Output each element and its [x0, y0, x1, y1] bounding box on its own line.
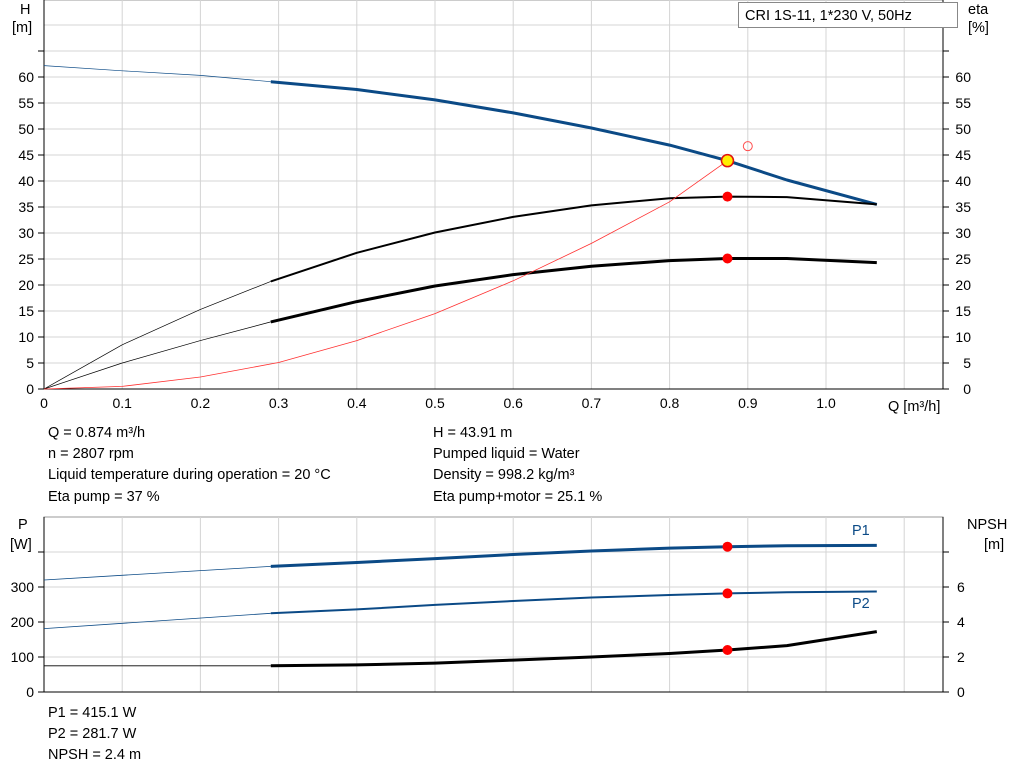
eta-tick-label: 35 — [955, 199, 971, 215]
eta-pump-curve — [270, 195, 877, 283]
npsh-axis-unit: [m] — [984, 537, 1005, 553]
q-tick-label: 0.1 — [112, 395, 132, 411]
eta-tick-label: 30 — [955, 225, 971, 241]
readout-temp: Liquid temperature during operation = 20… — [48, 467, 331, 483]
eta-pump-curve-thin — [43, 281, 271, 390]
h-tick-label: 10 — [18, 329, 34, 345]
q-tick-label: 0.6 — [503, 395, 523, 411]
eta-tick-label: 5 — [963, 355, 971, 371]
eta-tick-label: 15 — [955, 303, 971, 319]
h-tick-label: 0 — [26, 381, 34, 397]
eta-tick-label: 25 — [955, 251, 971, 267]
p-tick-label: 200 — [11, 614, 35, 630]
p1-series-label: P1 — [852, 523, 870, 539]
npsh-curve — [270, 630, 878, 668]
eta-tick-label: 50 — [955, 121, 971, 137]
p-axis-unit: [W] — [10, 537, 32, 553]
readout-p1: P1 = 415.1 W — [48, 705, 137, 721]
npsh-tick-label: 6 — [957, 579, 965, 595]
setpoint-marker — [742, 141, 753, 152]
h-tick-label: 30 — [18, 225, 34, 241]
readout-density: Density = 998.2 kg/m³ — [433, 467, 575, 483]
p-tick-label: 100 — [11, 649, 35, 665]
npsh-tick-label: 2 — [957, 649, 965, 665]
h-tick-label: 25 — [18, 251, 34, 267]
h-tick-label: 45 — [18, 147, 34, 163]
h-axis-unit: [m] — [12, 20, 33, 36]
p-tick-label: 300 — [11, 579, 35, 595]
p-axis-label: P — [18, 517, 28, 533]
h-tick-label: 20 — [18, 277, 34, 293]
h-tick-label: 35 — [18, 199, 34, 215]
p2-curve — [270, 590, 877, 615]
eta-tick-label: 55 — [955, 95, 971, 111]
eta-total-duty-marker — [722, 253, 733, 264]
q-tick-label: 0.2 — [191, 395, 211, 411]
readout-liquid: Pumped liquid = Water — [433, 446, 580, 462]
npsh-duty-marker — [722, 645, 733, 655]
q-tick-label: 0.5 — [425, 395, 445, 411]
readout-p2: P2 = 281.7 W — [48, 726, 137, 742]
readout-n: n = 2807 rpm — [48, 446, 134, 462]
eta-pump-duty-marker — [722, 191, 733, 202]
duty-point-marker — [720, 153, 735, 168]
p-tick-label: 0 — [26, 684, 34, 700]
npsh-axis-label: NPSH — [967, 517, 1008, 533]
h-axis-label: H — [20, 2, 31, 18]
h-tick-label: 55 — [18, 95, 34, 111]
eta-tick-label: 45 — [955, 147, 971, 163]
eta-tick-label: 10 — [955, 329, 971, 345]
p1-curve-thin — [43, 566, 271, 581]
eta-axis-label: eta — [968, 2, 989, 18]
q-tick-label: 0.3 — [269, 395, 289, 411]
p1-duty-marker — [722, 541, 733, 552]
readout-eta: Eta pump = 37 % — [48, 489, 160, 505]
readout-eta-total: Eta pump+motor = 25.1 % — [433, 489, 603, 505]
eta-tick-label: 20 — [955, 277, 971, 293]
p2-series-label: P2 — [852, 596, 870, 612]
readout-q: Q = 0.874 m³/h — [48, 425, 146, 441]
h-tick-label: 40 — [18, 173, 34, 189]
eta-axis-unit: [%] — [968, 20, 989, 36]
q-axis-label: Q [m³/h] — [888, 399, 941, 415]
q-tick-label: 0.7 — [582, 395, 602, 411]
p2-duty-marker — [722, 588, 733, 599]
p2-curve-thin — [43, 612, 271, 629]
q-tick-label: 0.4 — [347, 395, 367, 411]
eta-tick-label: 60 — [955, 69, 971, 85]
H-curve — [270, 80, 878, 206]
h-tick-label: 60 — [18, 69, 34, 85]
h-tick-label: 5 — [26, 355, 34, 371]
q-tick-label: 1.0 — [816, 395, 836, 411]
H-curve-thin — [43, 65, 271, 83]
chart-title: CRI 1S-11, 1*230 V, 50Hz — [738, 2, 958, 28]
q-tick-label: 0.8 — [660, 395, 680, 411]
eta-pump-motor-curve — [270, 257, 877, 324]
p1-curve — [270, 543, 877, 568]
readout-npsh: NPSH = 2.4 m — [48, 747, 142, 763]
q-tick-label: 0.9 — [738, 395, 758, 411]
npsh-tick-label: 4 — [957, 614, 965, 630]
npsh-tick-label: 0 — [957, 684, 965, 700]
eta-pump-motor-curve-thin — [43, 321, 271, 390]
eta-tick-label: 0 — [963, 381, 971, 397]
q-tick-label: 0 — [40, 395, 48, 411]
h-tick-label: 50 — [18, 121, 34, 137]
system-curve-thin — [43, 160, 728, 390]
top-plot-area — [43, 0, 944, 390]
eta-tick-label: 40 — [955, 173, 971, 189]
h-tick-label: 15 — [18, 303, 34, 319]
readout-h: H = 43.91 m — [433, 425, 513, 441]
